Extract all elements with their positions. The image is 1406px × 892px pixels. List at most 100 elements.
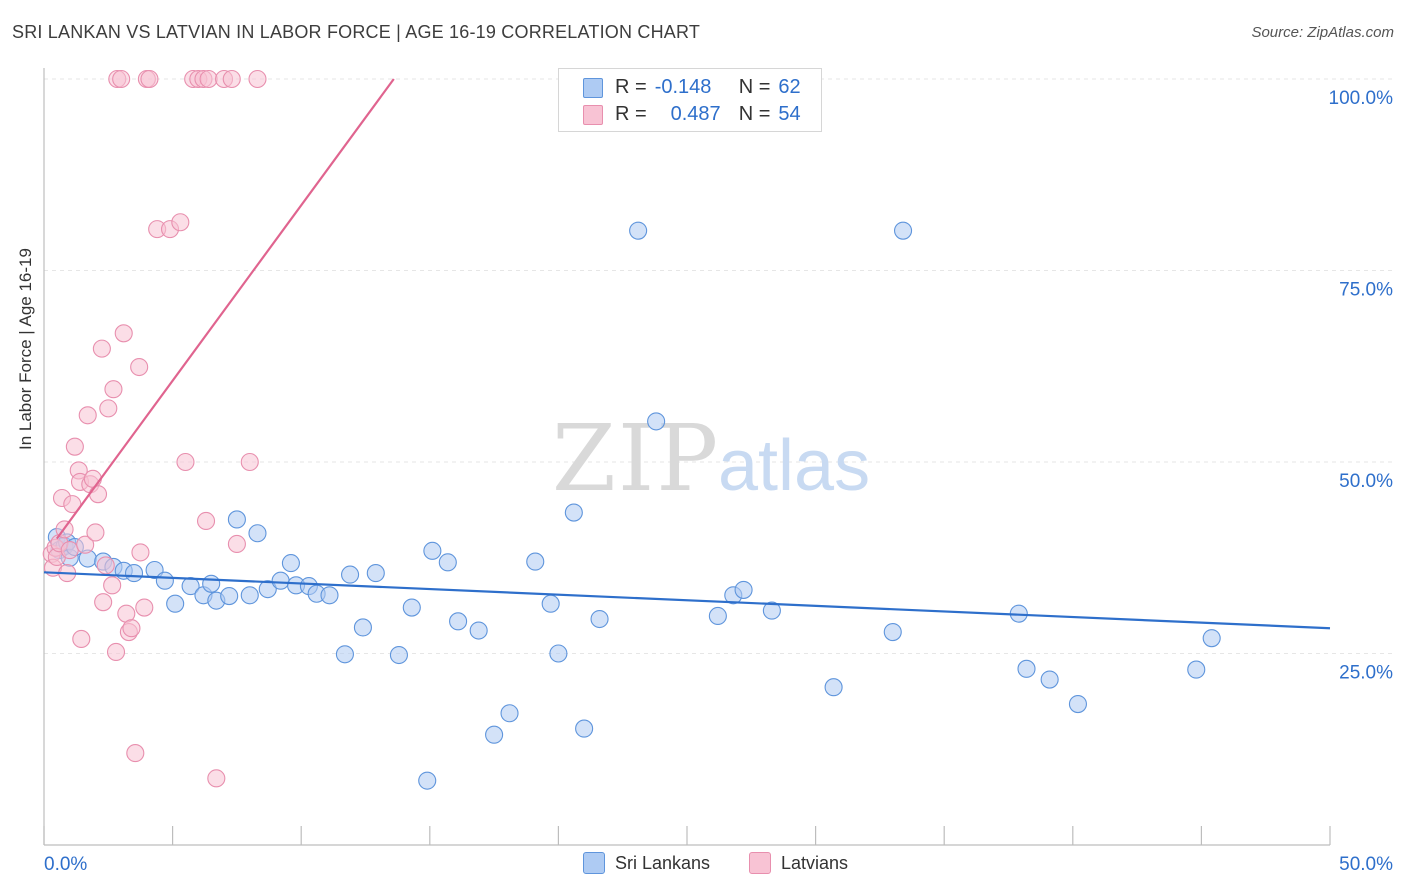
sri-lankan-point xyxy=(155,571,174,590)
latvian-point xyxy=(176,452,195,472)
sri-lankan-point xyxy=(647,412,666,431)
sri-lankan-point xyxy=(824,678,843,697)
legend-r-label: R = xyxy=(615,75,647,98)
sri-lankan-point xyxy=(883,623,902,642)
sri-lankan-point xyxy=(335,645,354,664)
latvian-point xyxy=(72,629,91,648)
sri-lankan-point xyxy=(389,645,408,665)
series-swatch-latvians xyxy=(749,852,771,874)
latvian-point xyxy=(106,642,126,662)
latvian-point xyxy=(227,534,246,554)
sri-lankan-point xyxy=(526,552,545,571)
legend-swatch-latvians xyxy=(583,105,603,125)
watermark-atlas: atlas xyxy=(718,426,870,506)
sri-lankan-point xyxy=(166,594,185,613)
sri-lankan-point xyxy=(341,565,360,584)
sri-lankan-point xyxy=(202,574,221,593)
latvian-point xyxy=(99,399,118,418)
latvian-point xyxy=(140,69,159,89)
sri-lankan-point xyxy=(541,594,560,613)
series-legend-sri-lankans[interactable]: Sri Lankans xyxy=(583,852,710,874)
sri-lankan-point xyxy=(227,510,246,529)
latvian-point xyxy=(171,213,190,232)
legend-row-latvians: R = 0.487 N = 54 xyxy=(583,101,801,127)
latvian-point xyxy=(196,511,216,531)
sri-lankan-point xyxy=(353,618,372,637)
latvian-point xyxy=(104,380,123,399)
sri-lankan-point xyxy=(734,580,753,599)
grid-lines xyxy=(44,78,1392,654)
sri-lankan-point xyxy=(423,541,442,560)
latvian-point xyxy=(103,576,122,595)
latvian-point xyxy=(76,535,95,554)
sri-lankan-point xyxy=(1187,660,1206,679)
sri-lankan-point xyxy=(485,725,504,744)
sri-lankan-point xyxy=(124,564,144,583)
latvian-point xyxy=(112,69,131,89)
sri-lankan-point xyxy=(1202,629,1221,648)
watermark: ZIP atlas xyxy=(552,405,870,512)
legend-r-value: -0.148 xyxy=(654,75,712,98)
legend-n-value: 62 xyxy=(778,75,801,98)
latvian-point xyxy=(83,469,102,488)
sri-lankan-point xyxy=(271,571,290,590)
sri-lankan-point xyxy=(449,612,468,631)
stats-legend: R = -0.148 N = 62 R = 0.487 N = 54 xyxy=(558,68,822,132)
latvian-point xyxy=(240,452,259,472)
series-legend: Sri Lankans Latvians xyxy=(0,850,1406,878)
sri-lankan-point xyxy=(893,221,913,240)
y-tick-label: 75.0% xyxy=(1339,280,1393,301)
sri-lankan-point xyxy=(402,598,421,617)
latvian-point xyxy=(135,598,154,617)
legend-n-label: N = xyxy=(738,102,771,125)
latvian-point xyxy=(207,769,226,788)
watermark-zip: ZIP xyxy=(552,405,720,512)
legend-r-value: 0.487 xyxy=(670,102,721,125)
sri-lankan-point xyxy=(708,606,727,626)
series-legend-label: Latvians xyxy=(781,852,849,873)
sri-lankan-point xyxy=(590,609,609,629)
sri-lankan-point xyxy=(564,503,583,522)
y-tick-label: 100.0% xyxy=(1329,88,1394,109)
series-legend-latvians[interactable]: Latvians xyxy=(749,852,848,874)
source-label: Source: ZipAtlas.com xyxy=(1251,24,1394,41)
legend-swatch-sri-lankans xyxy=(583,78,603,98)
legend-n-label: N = xyxy=(738,75,771,98)
latvian-point xyxy=(60,541,79,560)
latvian-point xyxy=(130,357,149,377)
sri-lankan-point xyxy=(500,704,519,723)
series-swatch-sri-lankans xyxy=(583,852,605,874)
sri-lankan-point xyxy=(469,621,488,640)
latvian-point xyxy=(96,556,115,575)
x-tick-label-max: 50.0% xyxy=(1339,854,1393,875)
sri-lankan-point xyxy=(320,586,339,605)
sri-lankan-point xyxy=(258,580,277,599)
latvian-point xyxy=(126,744,145,763)
sri-lankan-point xyxy=(248,524,267,543)
sri-lankan-trend-line xyxy=(43,571,1331,630)
sri-lankan-point xyxy=(418,771,437,790)
sri-lankan-point xyxy=(1017,659,1036,678)
latvian-point xyxy=(248,69,267,89)
latvian-point xyxy=(94,593,113,612)
sri-lankan-point xyxy=(629,221,648,240)
latvian-point xyxy=(222,69,241,89)
y-axis-title: In Labor Force | Age 16-19 xyxy=(16,248,35,450)
y-tick-label: 50.0% xyxy=(1339,471,1393,492)
chart-title: SRI LANKAN VS LATVIAN IN LABOR FORCE | A… xyxy=(12,22,701,42)
y-tick-label: 25.0% xyxy=(1339,663,1393,684)
sri-lankan-point xyxy=(549,644,568,663)
legend-row-sri-lankans: R = -0.148 N = 62 xyxy=(583,74,801,100)
latvian-point xyxy=(114,324,133,343)
sri-lankan-point xyxy=(1040,670,1059,689)
sri-lankan-point xyxy=(575,719,594,738)
trend-lines xyxy=(43,78,1331,630)
latvian-point xyxy=(92,339,111,358)
y-tick-labels: 25.0% 50.0% 75.0% 100.0% xyxy=(1329,88,1394,684)
series-legend-label: Sri Lankans xyxy=(615,852,711,873)
data-points xyxy=(42,69,1221,790)
latvian-point xyxy=(65,437,84,456)
sri-lankan-point xyxy=(240,586,259,605)
sri-lankan-point xyxy=(281,554,300,573)
